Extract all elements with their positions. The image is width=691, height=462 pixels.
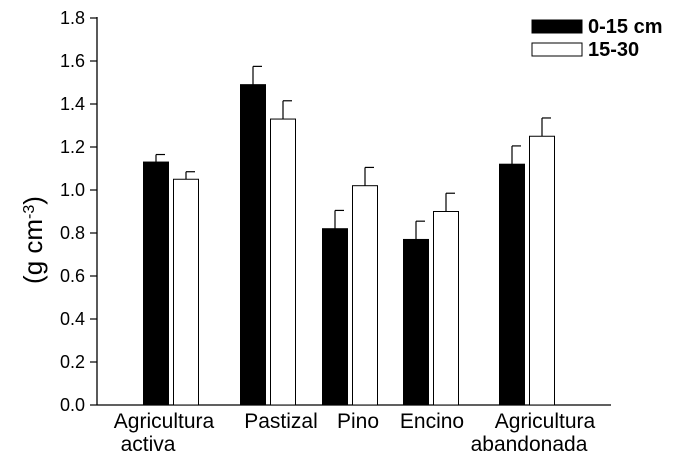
y-tick-label: 1.8 xyxy=(60,8,85,28)
bar xyxy=(240,84,266,406)
bar xyxy=(173,178,199,406)
x-tick-label: Pastizal xyxy=(244,410,318,433)
bar xyxy=(322,228,348,406)
bar xyxy=(352,185,378,406)
bar xyxy=(529,135,555,406)
bar xyxy=(403,238,429,406)
legend-swatch xyxy=(531,19,583,34)
y-tick-label: 0.0 xyxy=(60,395,85,415)
x-tick-label-line: Pastizal xyxy=(244,410,318,433)
y-axis-label-close: ) xyxy=(18,196,48,205)
x-tick-label-line: Pino xyxy=(337,410,379,433)
legend-label: 0-15 cm xyxy=(588,16,663,38)
bar xyxy=(143,161,169,406)
y-tick-label: 1.6 xyxy=(60,51,85,71)
bar xyxy=(270,118,296,406)
y-tick-label: 1.2 xyxy=(60,137,85,157)
y-tick-label: 0.8 xyxy=(60,223,85,243)
y-tick-label: 1.0 xyxy=(60,180,85,200)
x-tick-label: Agricultura abandonada xyxy=(471,410,596,456)
y-tick-label: 0.2 xyxy=(60,352,85,372)
x-tick-label-line: abandonada xyxy=(471,433,588,456)
x-tick-label-line: Agricultura xyxy=(114,410,215,433)
y-axis-label-main: (g cm xyxy=(18,219,48,284)
y-ticks: 0.0 0.2 0.4 0.6 0.8 1.0 1.2 1.4 1.6 1.8 xyxy=(60,8,97,415)
y-axis-label: (g cm-3) xyxy=(18,196,48,284)
x-tick-label-line: Agricultura xyxy=(495,410,596,433)
y-tick-label: 0.6 xyxy=(60,266,85,286)
x-tick-label: Pino xyxy=(337,410,379,433)
y-tick-label: 0.4 xyxy=(60,309,85,329)
y-axis-label-superscript: -3 xyxy=(21,205,38,219)
x-tick-label: Agricultura activa xyxy=(114,410,215,456)
bars xyxy=(143,65,555,406)
svg-text:(g cm-3): (g cm-3) xyxy=(18,196,48,284)
legend-label: 15-30 xyxy=(588,39,639,61)
bar xyxy=(499,163,525,406)
legend-swatch xyxy=(531,42,583,57)
x-tick-label-line: activa xyxy=(121,433,176,456)
y-tick-label: 1.4 xyxy=(60,94,85,114)
x-tick-label: Encino xyxy=(400,410,464,433)
x-tick-label-line: Encino xyxy=(400,410,464,433)
bar xyxy=(433,211,459,406)
